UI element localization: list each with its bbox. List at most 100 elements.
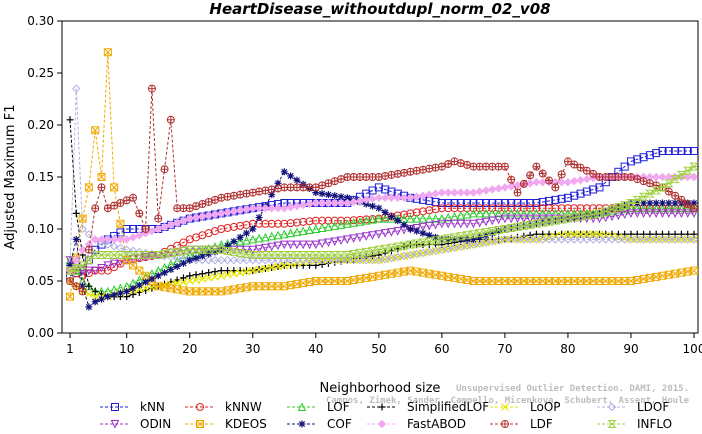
data-point bbox=[683, 235, 692, 244]
data-point bbox=[652, 149, 661, 158]
data-point bbox=[683, 200, 692, 209]
legend-item-ldof: LDOF bbox=[597, 400, 669, 414]
data-point bbox=[482, 238, 490, 247]
data-point bbox=[286, 228, 295, 238]
data-point bbox=[431, 220, 440, 230]
data-point bbox=[192, 276, 200, 284]
data-point bbox=[255, 265, 264, 274]
data-point bbox=[78, 266, 87, 276]
data-point bbox=[248, 255, 257, 265]
data-point bbox=[79, 282, 87, 290]
data-point bbox=[507, 199, 516, 207]
series-layer bbox=[65, 48, 699, 311]
data-point bbox=[481, 217, 491, 227]
data-point bbox=[443, 234, 453, 243]
data-point bbox=[72, 235, 80, 243]
data-point bbox=[104, 293, 112, 301]
data-point bbox=[513, 214, 522, 224]
data-point bbox=[141, 284, 150, 293]
data-point bbox=[242, 267, 250, 275]
data-point bbox=[387, 228, 396, 237]
data-point bbox=[424, 237, 434, 246]
data-point bbox=[324, 238, 333, 248]
data-point bbox=[343, 235, 352, 245]
legend-item-lof: LOF bbox=[287, 400, 350, 414]
data-point bbox=[607, 235, 617, 244]
data-point bbox=[362, 215, 371, 224]
data-point bbox=[286, 255, 295, 265]
data-point bbox=[500, 204, 509, 213]
data-point bbox=[261, 186, 270, 195]
data-point bbox=[513, 188, 522, 197]
data-point bbox=[103, 266, 112, 275]
data-point bbox=[116, 235, 125, 244]
legend-label: LoOP bbox=[530, 400, 561, 414]
legend-label: SimplifiedLOF bbox=[407, 400, 489, 414]
data-point bbox=[267, 203, 276, 213]
data-point bbox=[677, 147, 686, 155]
data-point bbox=[500, 199, 509, 207]
data-point bbox=[437, 245, 446, 254]
data-point bbox=[476, 233, 484, 241]
data-point bbox=[317, 255, 327, 265]
data-point bbox=[418, 222, 428, 232]
data-point bbox=[532, 162, 541, 171]
data-point bbox=[122, 251, 132, 259]
data-point bbox=[393, 227, 403, 236]
data-point bbox=[280, 219, 289, 228]
data-point bbox=[488, 204, 497, 213]
data-point bbox=[506, 208, 516, 218]
data-point bbox=[538, 169, 547, 178]
data-point bbox=[645, 203, 655, 213]
data-point bbox=[456, 188, 465, 197]
data-point bbox=[198, 255, 207, 265]
data-point bbox=[255, 187, 264, 196]
legend-label: LOF bbox=[327, 400, 350, 414]
data-point bbox=[506, 214, 516, 224]
data-point bbox=[456, 232, 466, 241]
data-point bbox=[469, 219, 478, 229]
data-point bbox=[286, 219, 295, 228]
data-point bbox=[311, 216, 320, 225]
data-point bbox=[488, 185, 497, 194]
data-point bbox=[147, 251, 157, 259]
data-point bbox=[507, 235, 516, 244]
data-point bbox=[254, 251, 264, 259]
data-point bbox=[481, 186, 491, 195]
data-point bbox=[633, 155, 642, 164]
data-point bbox=[179, 238, 188, 247]
data-point bbox=[639, 203, 648, 213]
data-point bbox=[532, 208, 541, 218]
data-point bbox=[292, 251, 302, 259]
data-point bbox=[66, 261, 74, 269]
data-point bbox=[406, 167, 415, 176]
y-tick-label: 0.25 bbox=[27, 66, 54, 80]
data-point bbox=[689, 162, 699, 171]
data-point bbox=[469, 204, 478, 213]
data-point bbox=[72, 209, 80, 217]
x-tick-label: 10 bbox=[119, 342, 134, 356]
data-point bbox=[399, 241, 409, 250]
data-point bbox=[532, 177, 541, 187]
data-point bbox=[651, 203, 661, 213]
series-kdeos bbox=[66, 48, 698, 301]
data-point bbox=[198, 274, 207, 283]
data-point bbox=[305, 240, 314, 250]
data-point bbox=[525, 235, 535, 244]
data-point bbox=[449, 233, 460, 242]
data-point bbox=[274, 262, 282, 271]
data-point bbox=[645, 235, 655, 244]
data-point bbox=[110, 263, 119, 272]
data-point bbox=[255, 214, 263, 222]
data-point bbox=[286, 240, 295, 250]
data-point bbox=[532, 214, 541, 224]
data-point bbox=[129, 225, 138, 233]
legend-item-loop: LoOP bbox=[490, 400, 561, 414]
data-point bbox=[658, 172, 667, 182]
data-point bbox=[211, 268, 219, 276]
data-point bbox=[513, 208, 522, 218]
watermark-line-2: Campos, Zimek, Sander, Campello, Micenko… bbox=[326, 395, 690, 406]
data-point bbox=[576, 204, 585, 213]
data-point bbox=[210, 245, 220, 254]
data-point bbox=[469, 199, 478, 207]
